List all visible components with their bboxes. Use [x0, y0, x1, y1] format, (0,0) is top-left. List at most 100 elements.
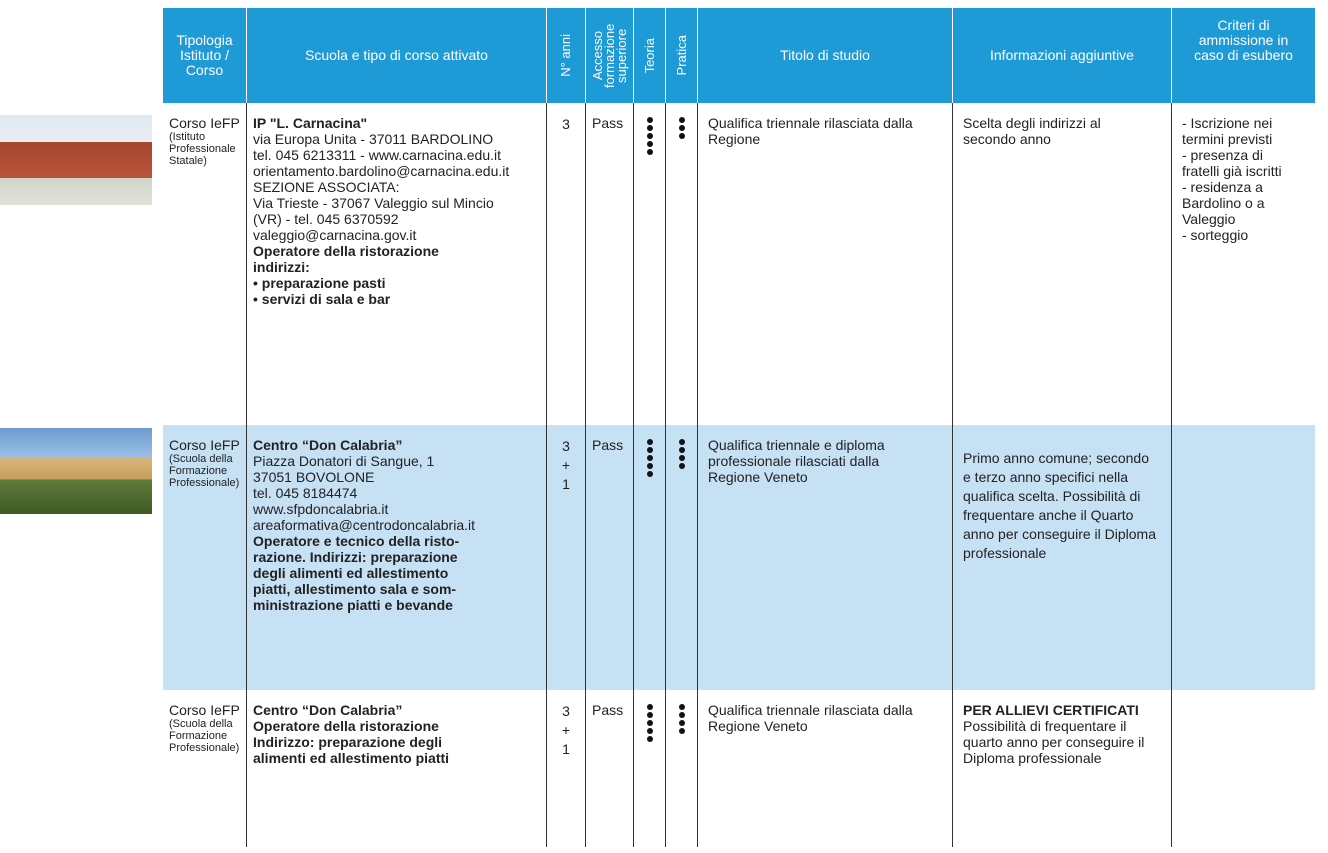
header-text: Accesso formazione superiore	[589, 23, 629, 88]
school-line: razione. Indirizzi: preparazione	[253, 549, 458, 565]
table-cell: Pass	[586, 425, 634, 690]
school-line: degli alimenti ed allestimento	[253, 565, 449, 581]
school-line: Centro “Don Calabria”	[253, 437, 403, 453]
table-cell: Pass	[586, 690, 634, 847]
header-row: Tipologia Istituto / Corso Scuola e tipo …	[163, 8, 1315, 103]
table-cell: 3 +1	[547, 425, 586, 690]
table-cell	[634, 690, 666, 847]
dot	[646, 149, 653, 155]
table-cell: Qualifica triennale rilasciata dalla Reg…	[698, 103, 953, 425]
school-line: • preparazione pasti	[253, 275, 386, 291]
header-text: Informazioni aggiuntive	[990, 47, 1134, 63]
header-cell: Scuola e tipo di corso attivato	[247, 8, 547, 103]
header-cell: Criteri di ammissione in caso di esubero	[1172, 8, 1315, 103]
school-photo	[0, 115, 152, 205]
dot	[646, 439, 653, 445]
table-cell: Primo anno comune; secondo e terzo anno …	[953, 425, 1172, 690]
header-cell: Tipologia Istituto / Corso	[163, 8, 247, 103]
header-cell: Teoria	[634, 8, 666, 103]
years: +	[561, 722, 571, 738]
table-cell: Qualifica triennale rilasciata dalla Reg…	[698, 690, 953, 847]
header-text: N° anni	[558, 34, 573, 77]
dot	[646, 704, 653, 710]
school-line: Piazza Donatori di Sangue, 1	[253, 453, 435, 469]
table-cell	[634, 103, 666, 425]
school-line: Via Trieste - 37067 Valeggio sul Mincio	[253, 195, 494, 211]
table-cell: Corso IeFP (Scuola della Formazione Profe…	[163, 690, 247, 847]
school-line: indirizzi:	[253, 259, 310, 275]
dot	[646, 712, 653, 718]
course-type: Corso IeFP	[169, 702, 240, 718]
header-cell: Informazioni aggiuntive	[953, 8, 1172, 103]
school-line: alimenti ed allestimento piatti	[253, 750, 450, 766]
dot	[678, 125, 685, 131]
table-cell	[1172, 425, 1315, 690]
table-cell: Centro “Don Calabria” Piazza Donatori di …	[247, 425, 547, 690]
dot	[646, 736, 653, 742]
dot	[678, 463, 685, 469]
header-text: Scuola e tipo di corso attivato	[305, 47, 488, 63]
dot	[678, 720, 685, 726]
table-cell: Qualifica triennale e diploma profession…	[698, 425, 953, 690]
years: 3	[562, 438, 570, 454]
table-cell: Corso IeFP (Istituto Professionale Statal…	[163, 103, 247, 425]
header-text: Criteri di ammissione in caso di esubero	[1194, 17, 1293, 63]
table-row: Corso IeFP (Scuola della Formazione Profe…	[163, 690, 1315, 847]
school-line: SEZIONE ASSOCIATA:	[253, 179, 400, 195]
table-cell: Centro “Don Calabria” Operatore della ris…	[247, 690, 547, 847]
school-line: 37051 BOVOLONE	[253, 469, 375, 485]
info-text: Scelta degli indirizzi al secondo anno	[963, 115, 1101, 147]
dot	[646, 720, 653, 726]
dot-scale	[634, 115, 665, 155]
table: Tipologia Istituto / Corso Scuola e tipo …	[163, 8, 1315, 847]
school-line: via Europa Unita - 37011 BARDOLINO	[253, 131, 494, 147]
school-line: www.sfpdoncalabria.it	[253, 501, 389, 517]
school-line: Operatore e tecnico della risto-	[253, 533, 460, 549]
table-cell: PER ALLIEVI CERTIFICATI Possibilità di fr…	[953, 690, 1172, 847]
school-line: tel. 045 8184474	[253, 485, 358, 501]
dot	[646, 471, 653, 477]
school-line: IP "L. Carnacina"	[253, 115, 368, 131]
table-cell	[666, 690, 698, 847]
header-text: Pratica	[673, 35, 689, 76]
table-cell: 3 +1	[547, 690, 586, 847]
school-photo	[0, 428, 152, 514]
dot-scale	[634, 702, 665, 742]
dot-scale	[666, 702, 697, 734]
dot	[646, 463, 653, 469]
dot	[678, 704, 685, 710]
table-cell	[666, 425, 698, 690]
years: +	[561, 457, 571, 473]
institute-type: (Scuola della Formazione Professionale)	[169, 718, 240, 754]
title-text: Qualifica triennale rilasciata dalla Reg…	[708, 115, 913, 147]
table-cell	[666, 103, 698, 425]
school-line: Centro “Don Calabria”	[253, 702, 403, 718]
course-type: Corso IeFP	[169, 115, 240, 131]
school-line: piatti, allestimento sala e som-	[253, 581, 457, 597]
dot-scale	[666, 115, 697, 139]
dot	[646, 125, 653, 131]
table-cell: - Iscrizione nei termini previsti - prese…	[1172, 103, 1315, 425]
table-cell: Pass	[586, 103, 634, 425]
years: 3	[562, 703, 570, 719]
title-text: Qualifica triennale rilasciata dalla Reg…	[708, 702, 913, 734]
header-cell: Pratica	[666, 8, 698, 103]
institute-type: (Scuola della Formazione Professionale)	[169, 453, 240, 489]
header-cell: Titolo di studio	[698, 8, 953, 103]
header-text: Titolo di studio	[780, 47, 870, 63]
dot	[646, 728, 653, 734]
table-cell: 3	[547, 103, 586, 425]
header-text: Teoria	[641, 37, 657, 74]
table-cell: Corso IeFP (Scuola della Formazione Profe…	[163, 425, 247, 690]
school-line: Indirizzo: preparazione degli	[253, 734, 443, 750]
dot	[678, 133, 685, 139]
title-text: Qualifica triennale e diploma profession…	[708, 437, 885, 485]
dot-scale	[666, 437, 697, 469]
table-row: Corso IeFP (Istituto Professionale Statal…	[163, 103, 1315, 425]
criteria-line: - sorteggio	[1182, 227, 1249, 243]
dot-scale	[634, 437, 665, 477]
course-type: Corso IeFP	[169, 437, 240, 453]
access: Pass	[592, 115, 624, 131]
school-line: Operatore della ristorazione	[253, 243, 439, 259]
